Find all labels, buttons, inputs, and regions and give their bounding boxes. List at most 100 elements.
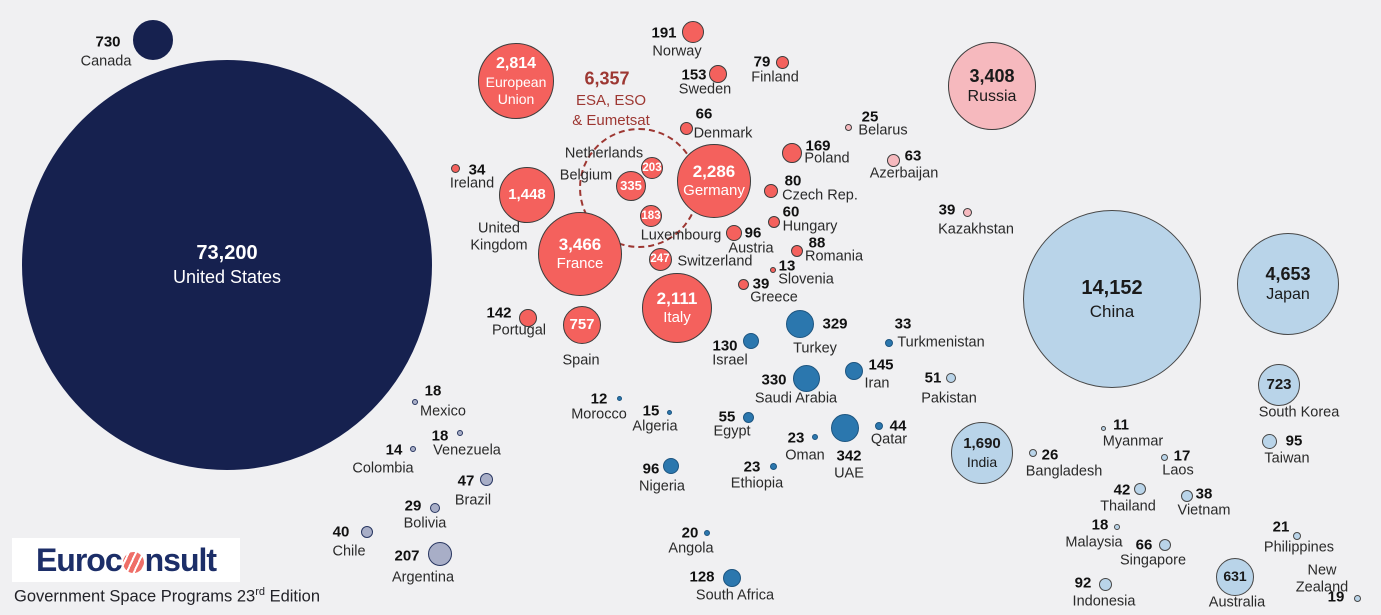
bubble-name-germany: Germany	[683, 182, 745, 200]
name-label-romania: Romania	[804, 248, 864, 265]
bubble-mexico	[412, 399, 418, 405]
bubble-china: 14,152 China	[1023, 210, 1201, 388]
value-label-czech-rep: 80	[784, 172, 802, 190]
bubble-south-africa	[723, 569, 741, 587]
value-label-ireland: 34	[468, 161, 486, 179]
value-label-south-africa: 128	[689, 568, 715, 586]
bubble-poland	[782, 143, 802, 163]
value-label-mexico: 18	[424, 382, 442, 400]
bubble-ethiopia	[769, 462, 777, 470]
bubble-sweden	[709, 65, 727, 83]
name-label-chile: Chile	[332, 543, 366, 560]
bubble-value-france: 3,466	[558, 235, 602, 254]
esa-annotation-value: 6,357	[584, 68, 630, 89]
bubble-japan: 4,653 Japan	[1237, 233, 1339, 335]
bubble-azerbaijan	[886, 153, 900, 167]
bubble-netherlands: 203	[641, 157, 663, 179]
name-label-portugal: Portugal	[491, 322, 547, 339]
value-label-qatar: 44	[889, 417, 907, 435]
name-label-switzerland: Switzerland	[677, 253, 753, 270]
bubble-iran	[845, 362, 863, 380]
value-label-vietnam: 38	[1195, 485, 1213, 503]
name-label-colombia: Colombia	[352, 460, 414, 477]
name-label-bolivia: Bolivia	[403, 515, 447, 532]
name-label-indonesia: Indonesia	[1072, 593, 1136, 610]
name-label-israel: Israel	[712, 352, 748, 369]
bubble-name-china: China	[1089, 301, 1135, 321]
value-label-norway: 191	[651, 24, 677, 42]
value-label-angola: 20	[681, 524, 699, 542]
bubble-taiwan	[1261, 433, 1277, 449]
value-label-morocco: 12	[590, 390, 608, 408]
name-label-angola: Angola	[668, 540, 714, 557]
value-label-taiwan: 95	[1285, 432, 1303, 450]
name-label-algeria: Algeria	[632, 418, 678, 435]
bubble-greece	[737, 278, 749, 290]
name-label-australia: Australia	[1208, 594, 1266, 611]
bubble-vietnam	[1181, 490, 1193, 502]
bubble-bolivia	[430, 503, 440, 513]
bubble-value-australia: 631	[1223, 568, 1247, 585]
bubble-belgium: 335	[616, 171, 646, 201]
name-label-south-africa: South Africa	[695, 587, 775, 604]
value-label-kazakhstan: 39	[938, 201, 956, 219]
bubble-austria	[726, 225, 742, 241]
value-label-venezuela: 18	[431, 427, 449, 445]
bubble-belarus	[844, 123, 852, 131]
value-label-thailand: 42	[1113, 481, 1131, 499]
bubble-name-france: France	[556, 255, 604, 273]
name-label-belarus: Belarus	[858, 122, 908, 139]
bubble-value-spain: 757	[569, 315, 595, 333]
bubble-switzerland: 247	[648, 247, 672, 271]
value-label-belarus: 25	[861, 108, 879, 126]
bubble-venezuela	[457, 430, 463, 436]
name-label-austria: Austria	[728, 240, 774, 257]
bubble-value-netherlands: 203	[642, 161, 662, 174]
bubble-norway	[682, 21, 704, 43]
bubble-colombia	[410, 446, 416, 452]
value-label-turkmenistan: 33	[894, 315, 912, 333]
name-label-egypt: Egypt	[713, 423, 751, 440]
bubble-value-switzerland: 247	[650, 252, 670, 265]
name-label-venezuela: Venezuela	[433, 442, 501, 459]
value-label-malaysia: 18	[1091, 516, 1109, 534]
name-label-iran: Iran	[864, 375, 890, 392]
bubble-romania	[791, 245, 803, 257]
value-label-pakistan: 51	[924, 369, 942, 387]
bubble-finland	[775, 55, 789, 69]
value-label-egypt: 55	[718, 408, 736, 426]
bubble-angola	[704, 530, 710, 536]
name-label-pakistan: Pakistan	[921, 390, 977, 407]
name-label-norway: Norway	[652, 43, 702, 60]
value-label-chile: 40	[332, 523, 350, 541]
bubble-singapore	[1159, 539, 1171, 551]
name-label-hungary: Hungary	[782, 218, 838, 235]
bubble-name-japan: Japan	[1266, 286, 1310, 304]
bubble-germany: 2,286 Germany	[677, 144, 751, 218]
value-label-ethiopia: 23	[743, 458, 761, 476]
value-label-bangladesh: 26	[1041, 446, 1059, 464]
value-label-singapore: 66	[1135, 536, 1153, 554]
bubble-saudi-arabia	[792, 364, 820, 392]
bubble-value-luxembourg: 183	[641, 209, 661, 222]
value-label-uae: 342	[836, 447, 862, 465]
bubble-indonesia	[1098, 577, 1112, 591]
value-label-saudi-arabia: 330	[761, 371, 787, 389]
bubble-oman	[812, 434, 818, 440]
value-label-algeria: 15	[642, 402, 660, 420]
bubble-value-european-union: 2,814	[495, 54, 537, 72]
caption-superscript: rd	[255, 586, 265, 598]
bubble-qatar	[875, 422, 883, 430]
name-label-denmark: Denmark	[693, 125, 753, 142]
bubble-value-united-kingdom: 1,448	[508, 185, 546, 203]
name-label-laos: Laos	[1162, 462, 1194, 479]
name-label-ethiopia: Ethiopia	[730, 475, 784, 492]
bubble-hungary	[768, 216, 780, 228]
euroconsult-logo: Euroc nsult	[12, 538, 240, 582]
name-label-czech-rep: Czech Rep.	[782, 187, 858, 204]
esa-annotation-label: ESA, ESO & Eumetsat	[572, 91, 650, 129]
bubble-value-italy: 2,111	[656, 289, 698, 308]
bubble-india: 1,690 India	[951, 422, 1013, 484]
bubble-pakistan	[946, 373, 956, 383]
bubble-luxembourg: 183	[640, 205, 662, 227]
